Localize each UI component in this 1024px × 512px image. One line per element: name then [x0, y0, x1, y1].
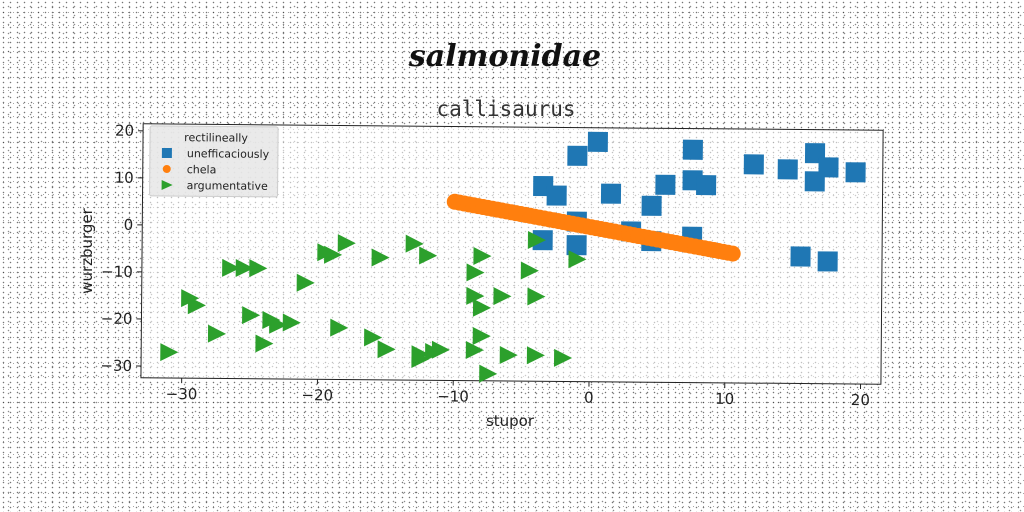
point-argumentative	[405, 234, 424, 253]
legend-marker-chela	[162, 164, 171, 173]
y-tick-label: −20	[101, 310, 133, 328]
x-tick-label: −30	[166, 385, 198, 403]
point-unefficaciously	[641, 195, 662, 216]
plot-area: −30 −20 −10 0 10 20 −30 −20 −10 0 10 20 rectilinea…	[100, 122, 884, 409]
point-argumentative	[377, 340, 396, 359]
x-axis-label: stupor	[486, 412, 535, 430]
point-argumentative	[431, 340, 450, 359]
data-marks	[160, 131, 866, 383]
point-unefficaciously	[600, 183, 622, 204]
point-argumentative	[282, 313, 301, 332]
point-argumentative	[371, 248, 390, 267]
point-unefficaciously	[546, 185, 567, 206]
y-tick-label: 20	[115, 122, 134, 140]
point-argumentative	[493, 287, 512, 306]
legend-marker-argumentative	[161, 179, 173, 190]
point-argumentative	[479, 364, 498, 383]
x-tick-label: 0	[584, 389, 594, 407]
point-argumentative	[466, 263, 485, 282]
point-argumentative	[472, 298, 492, 317]
point-argumentative	[249, 259, 268, 278]
point-argumentative	[364, 328, 383, 347]
point-unefficaciously	[567, 145, 588, 166]
y-axis: −30 −20 −10 0 10 20	[100, 122, 144, 375]
point-unefficaciously	[790, 246, 811, 267]
point-argumentative	[527, 287, 546, 306]
point-argumentative	[553, 348, 573, 367]
point-argumentative	[499, 346, 518, 365]
x-tick-label: −10	[437, 387, 469, 405]
chart-suptitle: salmonidae	[408, 39, 601, 74]
point-unefficaciously	[655, 174, 676, 195]
point-argumentative	[526, 346, 545, 365]
chart-title: callisaurus	[436, 97, 575, 121]
x-tick-label: 10	[715, 390, 734, 408]
legend-label-unefficaciously: unefficaciously	[187, 147, 270, 161]
point-argumentative	[222, 258, 241, 277]
legend-marker-unefficaciously	[161, 147, 172, 159]
y-axis-label: wurzburger	[78, 207, 96, 293]
point-argumentative	[411, 349, 430, 368]
point-argumentative	[466, 286, 485, 305]
point-argumentative	[465, 341, 484, 360]
legend-box	[149, 125, 279, 198]
point-argumentative	[527, 231, 546, 250]
y-tick-label: −10	[101, 263, 133, 281]
point-chela	[724, 245, 741, 262]
point-argumentative	[255, 334, 274, 353]
point-unefficaciously	[566, 235, 587, 256]
y-tick-label: 10	[115, 169, 134, 187]
point-argumentative	[160, 343, 179, 362]
point-argumentative	[520, 261, 539, 280]
x-tick-label: 20	[851, 391, 870, 409]
point-unefficaciously	[804, 171, 825, 192]
point-unefficaciously	[817, 251, 838, 272]
legend-label-argumentative: argumentative	[187, 179, 269, 193]
point-argumentative	[472, 326, 491, 345]
point-unefficaciously	[682, 139, 703, 160]
point-unefficaciously	[777, 159, 798, 180]
point-unefficaciously	[696, 175, 717, 196]
point-unefficaciously	[743, 154, 764, 175]
x-axis: −30 −20 −10 0 10 20	[166, 378, 870, 409]
legend-label-chela: chela	[187, 163, 217, 176]
point-argumentative	[187, 296, 206, 315]
point-argumentative	[330, 318, 349, 337]
point-argumentative	[242, 306, 261, 325]
y-tick-label: 0	[124, 216, 134, 234]
point-unefficaciously	[845, 162, 866, 183]
point-argumentative	[473, 247, 492, 266]
y-tick-label: −30	[100, 357, 132, 375]
point-unefficaciously	[587, 131, 608, 152]
point-argumentative	[324, 245, 343, 264]
legend: rectilineally unefficaciously chela argu…	[149, 125, 279, 198]
point-argumentative	[269, 315, 288, 334]
x-tick-label: −20	[301, 386, 333, 404]
point-argumentative	[419, 246, 438, 265]
point-argumentative	[207, 324, 227, 343]
legend-title: rectilineally	[184, 131, 248, 145]
point-argumentative	[296, 273, 315, 292]
point-argumentative	[337, 234, 356, 253]
point-argumentative	[235, 259, 254, 278]
point-argumentative	[568, 250, 587, 269]
